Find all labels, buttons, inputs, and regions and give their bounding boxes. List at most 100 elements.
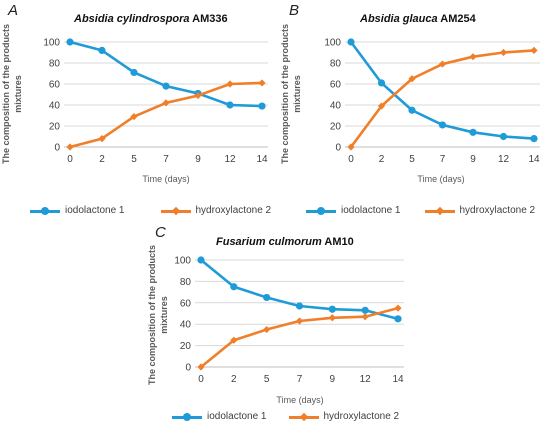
y-tick-label-b: 100 <box>324 38 341 49</box>
y-tick-label-a: 40 <box>49 101 61 112</box>
y-tick-label-a: 60 <box>49 80 61 91</box>
x-tick-label-a: 5 <box>131 154 137 165</box>
chart-title-a-italic: Absidia cylindrospora <box>74 13 190 25</box>
data-point-iodolactone-a <box>130 68 138 77</box>
legend-a-swatch-hydroxylactone <box>160 206 191 216</box>
data-point-hydroxylactone-a <box>258 79 266 87</box>
x-tick-label-c: 0 <box>198 374 204 385</box>
data-point-iodolactone-c <box>361 306 369 314</box>
legend-b-label-iodolactone: iodolactone 1 <box>341 205 401 216</box>
x-tick-label-a: 12 <box>224 154 236 165</box>
data-point-hydroxylactone-c <box>295 317 304 325</box>
y-tick-label-a: 20 <box>49 122 61 133</box>
data-point-hydroxylactone-a <box>66 143 74 151</box>
data-point-iodolactone-b <box>499 132 508 141</box>
chart-title-b-rest: AM254 <box>437 13 476 25</box>
xlabel-c: Time (days) <box>276 395 324 405</box>
data-point-iodolactone-b <box>347 38 355 46</box>
data-point-hydroxylactone-c <box>328 314 336 322</box>
panel-letter-a: A <box>8 2 19 19</box>
data-point-iodolactone-a <box>226 101 234 109</box>
xlabel-b: Time (days) <box>417 174 465 184</box>
x-tick-label-c: 14 <box>392 374 404 385</box>
data-point-hydroxylactone-b <box>530 46 538 54</box>
chart-title-b: Absidia glauca AM254 <box>360 13 476 25</box>
x-tick-label-a: 0 <box>67 154 73 165</box>
data-point-hydroxylactone-c <box>394 304 402 312</box>
data-point-iodolactone-b <box>530 135 538 143</box>
data-point-hydroxylactone-c <box>197 363 205 371</box>
y-tick-label-c: 100 <box>174 256 191 267</box>
legend-b-swatch-iodolactone <box>306 206 336 216</box>
x-tick-label-c: 2 <box>231 374 237 385</box>
panel-letter-c: C <box>155 224 166 241</box>
legend-a-item-hydroxylactone: hydroxylactone 2 <box>160 205 272 216</box>
data-point-iodolactone-a <box>258 102 266 110</box>
data-point-hydroxylactone-b <box>499 48 508 57</box>
y-tick-label-b: 80 <box>330 59 342 70</box>
x-tick-label-b: 5 <box>409 154 415 165</box>
xlabel-a: Time (days) <box>142 174 190 184</box>
legend-a: iodolactone 1 hydroxylactone 2 <box>30 205 285 216</box>
data-point-hydroxylactone-c <box>263 325 271 334</box>
x-tick-label-a: 14 <box>256 154 268 165</box>
legend-a-item-iodolactone: iodolactone 1 <box>30 205 125 216</box>
x-tick-label-a: 2 <box>99 154 105 165</box>
chart-title-b-italic: Absidia glauca <box>360 13 438 25</box>
data-point-hydroxylactone-a <box>130 112 138 121</box>
data-point-hydroxylactone-a <box>162 99 170 107</box>
x-tick-label-b: 12 <box>498 154 510 165</box>
legend-c-label-hydroxylactone: hydroxylactone 2 <box>323 411 400 422</box>
chart-title-a: Absidia cylindrospora AM336 <box>74 13 228 25</box>
y-tick-label-c: 40 <box>180 320 192 331</box>
legend-b-label-hydroxylactone: hydroxylactone 2 <box>459 205 536 216</box>
legend-c: iodolactone 1 hydroxylactone 2 <box>172 411 413 422</box>
legend-c-swatch-iodolactone <box>172 412 202 422</box>
y-tick-label-c: 20 <box>180 341 192 352</box>
x-tick-label-b: 9 <box>470 154 476 165</box>
data-point-hydroxylactone-b <box>408 75 416 83</box>
series-line-hydroxylactone-a <box>68 81 264 149</box>
data-point-iodolactone-b <box>469 128 477 136</box>
data-point-iodolactone-a <box>162 82 170 90</box>
x-tick-label-c: 9 <box>330 374 336 385</box>
data-point-iodolactone-c <box>328 305 336 313</box>
data-point-iodolactone-a <box>98 46 106 55</box>
x-tick-label-a: 9 <box>195 154 201 165</box>
data-point-iodolactone-c <box>230 283 238 291</box>
x-tick-label-c: 12 <box>360 374 372 385</box>
legend-c-swatch-hydroxylactone <box>288 412 319 422</box>
x-tick-label-c: 5 <box>264 374 270 385</box>
legend-a-swatch-iodolactone <box>30 206 60 216</box>
y-tick-label-c: 0 <box>185 363 191 374</box>
y-tick-label-b: 40 <box>330 101 342 112</box>
y-tick-label-a: 100 <box>43 38 60 49</box>
data-point-hydroxylactone-a <box>194 91 202 100</box>
chart-title-c-italic: Fusarium culmorum <box>216 236 322 248</box>
y-tick-label-b: 0 <box>335 143 341 154</box>
data-point-hydroxylactone-b <box>347 143 355 151</box>
data-point-iodolactone-c <box>263 293 271 302</box>
y-tick-label-a: 80 <box>49 59 61 70</box>
x-tick-label-b: 14 <box>528 154 540 165</box>
legend-b-swatch-hydroxylactone <box>424 206 455 216</box>
data-point-iodolactone-a <box>66 38 74 46</box>
data-point-iodolactone-b <box>438 121 447 129</box>
chart-title-a-rest: AM336 <box>189 13 228 25</box>
data-point-iodolactone-b <box>377 79 386 87</box>
data-point-hydroxylactone-a <box>98 135 106 143</box>
legend-c-label-iodolactone: iodolactone 1 <box>207 411 267 422</box>
legend-b: iodolactone 1 hydroxylactone 2 <box>306 205 549 216</box>
x-tick-label-b: 0 <box>348 154 354 165</box>
y-tick-label-a: 0 <box>54 143 60 154</box>
data-point-iodolactone-b <box>408 106 416 114</box>
legend-a-label-hydroxylactone: hydroxylactone 2 <box>195 205 272 216</box>
data-point-hydroxylactone-a <box>226 80 234 88</box>
y-tick-label-b: 20 <box>330 122 342 133</box>
legend-c-item-iodolactone: iodolactone 1 <box>172 411 267 422</box>
chart-title-c-rest: AM10 <box>321 236 354 248</box>
data-point-hydroxylactone-b <box>438 60 447 68</box>
data-point-hydroxylactone-c <box>230 336 238 344</box>
y-tick-label-b: 60 <box>330 80 342 91</box>
